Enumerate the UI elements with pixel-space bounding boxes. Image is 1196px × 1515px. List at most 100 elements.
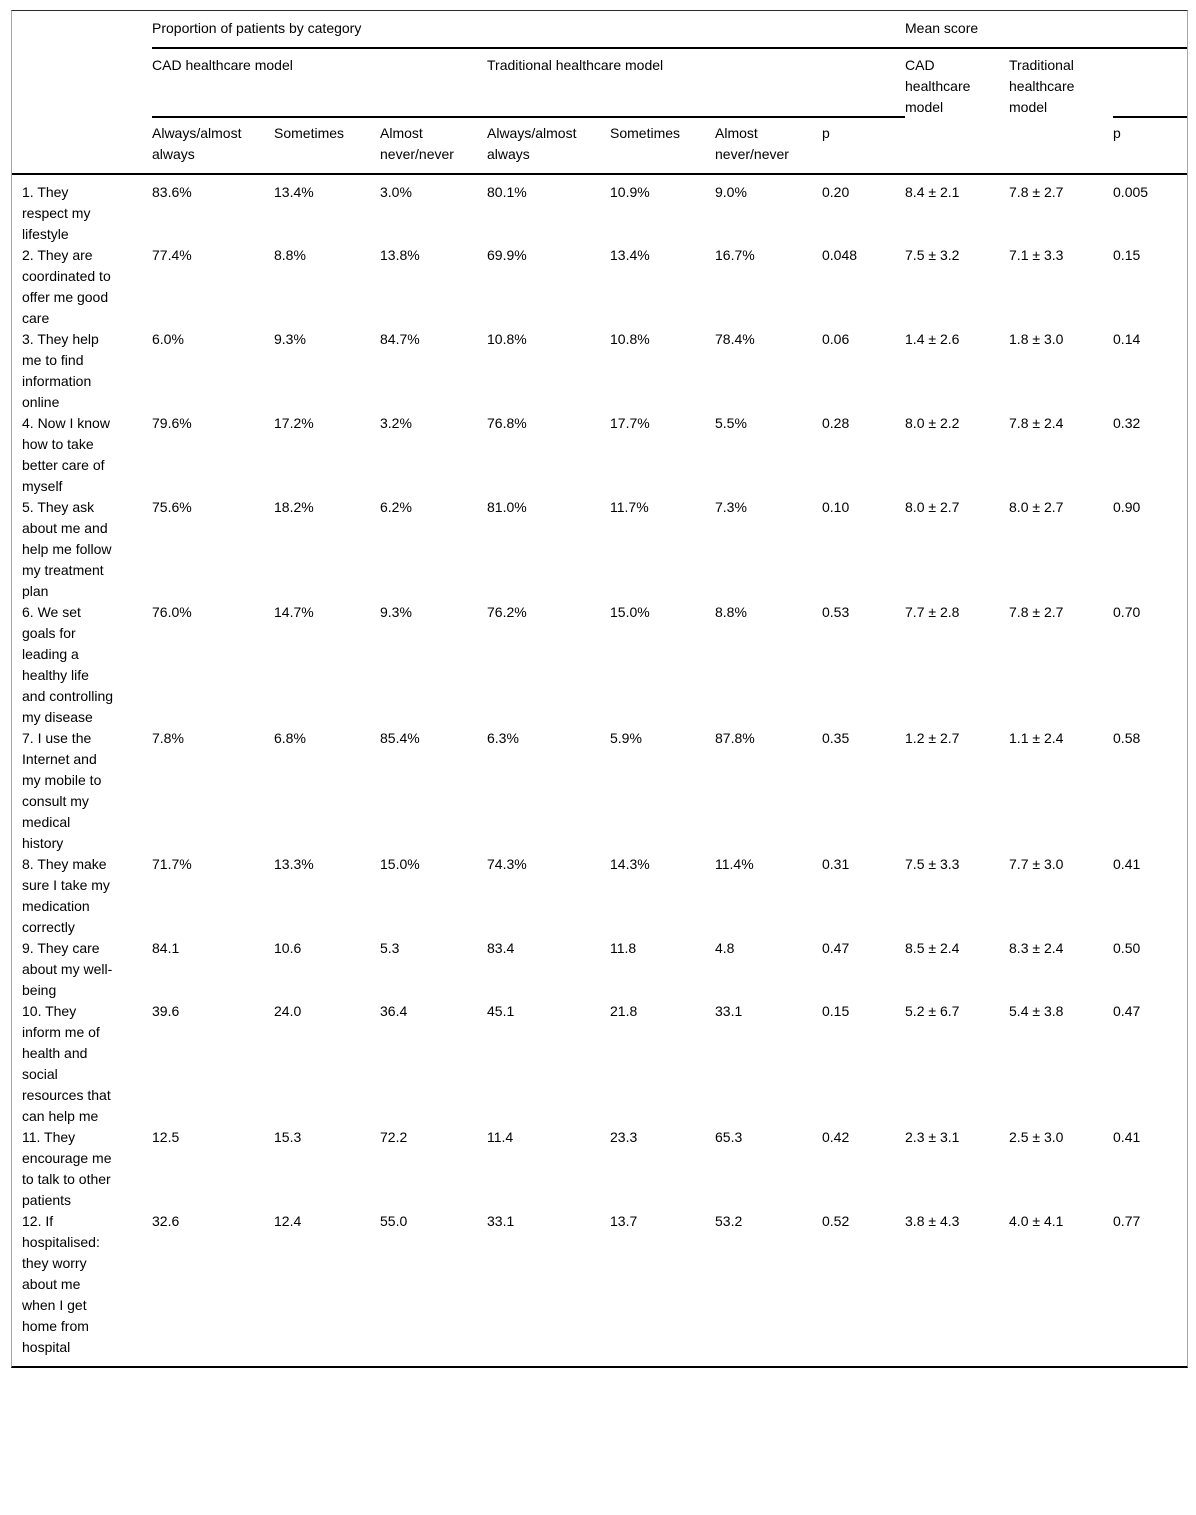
value-cell: 1.4 ± 2.6 [905,331,960,347]
value-cell: 69.9% [487,247,527,263]
value-cell: 9.3% [274,331,306,347]
value-cell: 0.06 [822,331,850,347]
value-cell: 8.5 ± 2.4 [905,940,960,956]
value-cell: 7.8 ± 2.4 [1009,415,1064,431]
value-cell: 6.2% [380,499,412,515]
value-cell: 12.4 [274,1213,302,1229]
value-cell: 7.7 ± 2.8 [905,604,960,620]
value-cell: 12.5 [152,1129,180,1145]
proportion-group-header: Proportion of patients by category [152,11,906,49]
value-cell: 6.0% [152,331,184,347]
value-cell: 0.31 [822,856,850,872]
table-row: 10. They inform me of health and social … [12,1001,1187,1127]
value-cell: 1.1 ± 2.4 [1009,730,1064,746]
value-cell: 9.0% [715,184,747,200]
value-cell: 81.0% [487,499,527,515]
table-row: 1. They respect my lifestyle 83.6% 13.4% 3.… [12,174,1187,245]
value-cell: 9.3% [380,604,412,620]
value-cell: 76.8% [487,415,527,431]
mean-traditional-model-header: Traditional healthcare model [1009,48,1114,175]
value-cell: 77.4% [152,247,192,263]
table-row: 4. Now I know how to take better care of… [12,413,1187,497]
value-cell: 0.70 [1113,604,1141,620]
value-cell: 18.2% [274,499,314,515]
value-cell: 79.6% [152,415,192,431]
value-cell: 0.90 [1113,499,1141,515]
value-cell: 13.8% [380,247,420,263]
value-cell: 14.3% [610,856,650,872]
table-row: 12. If hospitalised: they worry about me… [12,1211,1187,1366]
table-row: 6. We set goals for leading a healthy li… [12,602,1187,728]
value-cell: 4.0 ± 4.1 [1009,1213,1064,1229]
value-cell: 85.4% [380,730,420,746]
question-cell: 2. They are coordinated to offer me good… [22,247,111,326]
value-cell: 6.3% [487,730,519,746]
table-row: 9. They care about my well-being 84.1 10.6… [12,938,1187,1001]
value-cell: 33.1 [715,1003,743,1019]
value-cell: 0.35 [822,730,850,746]
value-cell: 5.3 [380,940,400,956]
value-cell: 53.2 [715,1213,743,1229]
value-cell: 11.7% [610,499,649,515]
value-cell: 5.2 ± 6.7 [905,1003,960,1019]
value-cell: 0.15 [1113,247,1141,263]
value-cell: 75.6% [152,499,192,515]
value-cell: 11.4 [487,1129,514,1145]
value-cell: 0.47 [1113,1003,1141,1019]
table-header: Proportion of patients by category Mean … [12,11,1188,175]
value-cell: 2.5 ± 3.0 [1009,1129,1064,1145]
value-cell: 16.7% [715,247,755,263]
value-cell: 7.5 ± 3.2 [905,247,960,263]
value-cell: 5.4 ± 3.8 [1009,1003,1064,1019]
value-cell: 5.5% [715,415,747,431]
traditional-model-header: Traditional healthcare model [487,48,906,118]
header-model-row: CAD healthcare model Traditional healthc… [12,48,1188,175]
value-cell: 10.8% [610,331,650,347]
patient-survey-table-container: Proportion of patients by category Mean … [11,10,1189,1368]
value-cell: 14.7% [274,604,314,620]
mean-cad-model-header: CAD healthcare model [905,48,1010,175]
value-cell: 0.005 [1113,184,1149,200]
value-cell: 84.7% [380,331,420,347]
value-cell: 36.4 [380,1003,408,1019]
corner-cell [12,11,152,175]
table-row: 2. They are coordinated to offer me good… [12,245,1187,329]
value-cell: 2.3 ± 3.1 [905,1129,960,1145]
value-cell: 17.7% [610,415,650,431]
question-cell: 10. They inform me of health and social … [22,1003,111,1124]
value-cell: 5.9% [610,730,642,746]
value-cell: 11.4% [715,856,754,872]
value-cell: 11.8 [610,940,637,956]
question-cell: 6. We set goals for leading a healthy li… [22,604,114,725]
value-cell: 0.32 [1113,415,1141,431]
table-body: 1. They respect my lifestyle 83.6% 13.4% 3.… [12,174,1187,1366]
value-cell: 24.0 [274,1003,302,1019]
value-cell: 7.8% [152,730,184,746]
cad-never-header: Almost never/never [380,117,487,175]
table-row: 3. They help me to find information onli… [12,329,1187,413]
value-cell: 55.0 [380,1213,408,1229]
question-cell: 1. They respect my lifestyle [22,184,91,242]
table-row: 7. I use the Internet and my mobile to c… [12,728,1187,854]
value-cell: 23.3 [610,1129,638,1145]
value-cell: 84.1 [152,940,180,956]
mean-p-header: p [1113,117,1188,175]
value-cell: 3.2% [380,415,412,431]
value-cell: 7.8 ± 2.7 [1009,184,1064,200]
value-cell: 0.50 [1113,940,1141,956]
value-cell: 7.7 ± 3.0 [1009,856,1064,872]
value-cell: 10.8% [487,331,527,347]
value-cell: 15.3 [274,1129,302,1145]
question-cell: 4. Now I know how to take better care of… [22,415,110,494]
value-cell: 21.8 [610,1003,638,1019]
value-cell: 8.0 ± 2.7 [905,499,960,515]
value-cell: 7.8 ± 2.7 [1009,604,1064,620]
value-cell: 15.0% [610,604,650,620]
value-cell: 0.14 [1113,331,1141,347]
value-cell: 1.2 ± 2.7 [905,730,960,746]
value-cell: 13.7 [610,1213,638,1229]
value-cell: 8.4 ± 2.1 [905,184,960,200]
question-cell: 12. If hospitalised: they worry about me… [22,1213,100,1355]
value-cell: 83.6% [152,184,192,200]
cad-always-header: Always/almost always [152,117,274,175]
